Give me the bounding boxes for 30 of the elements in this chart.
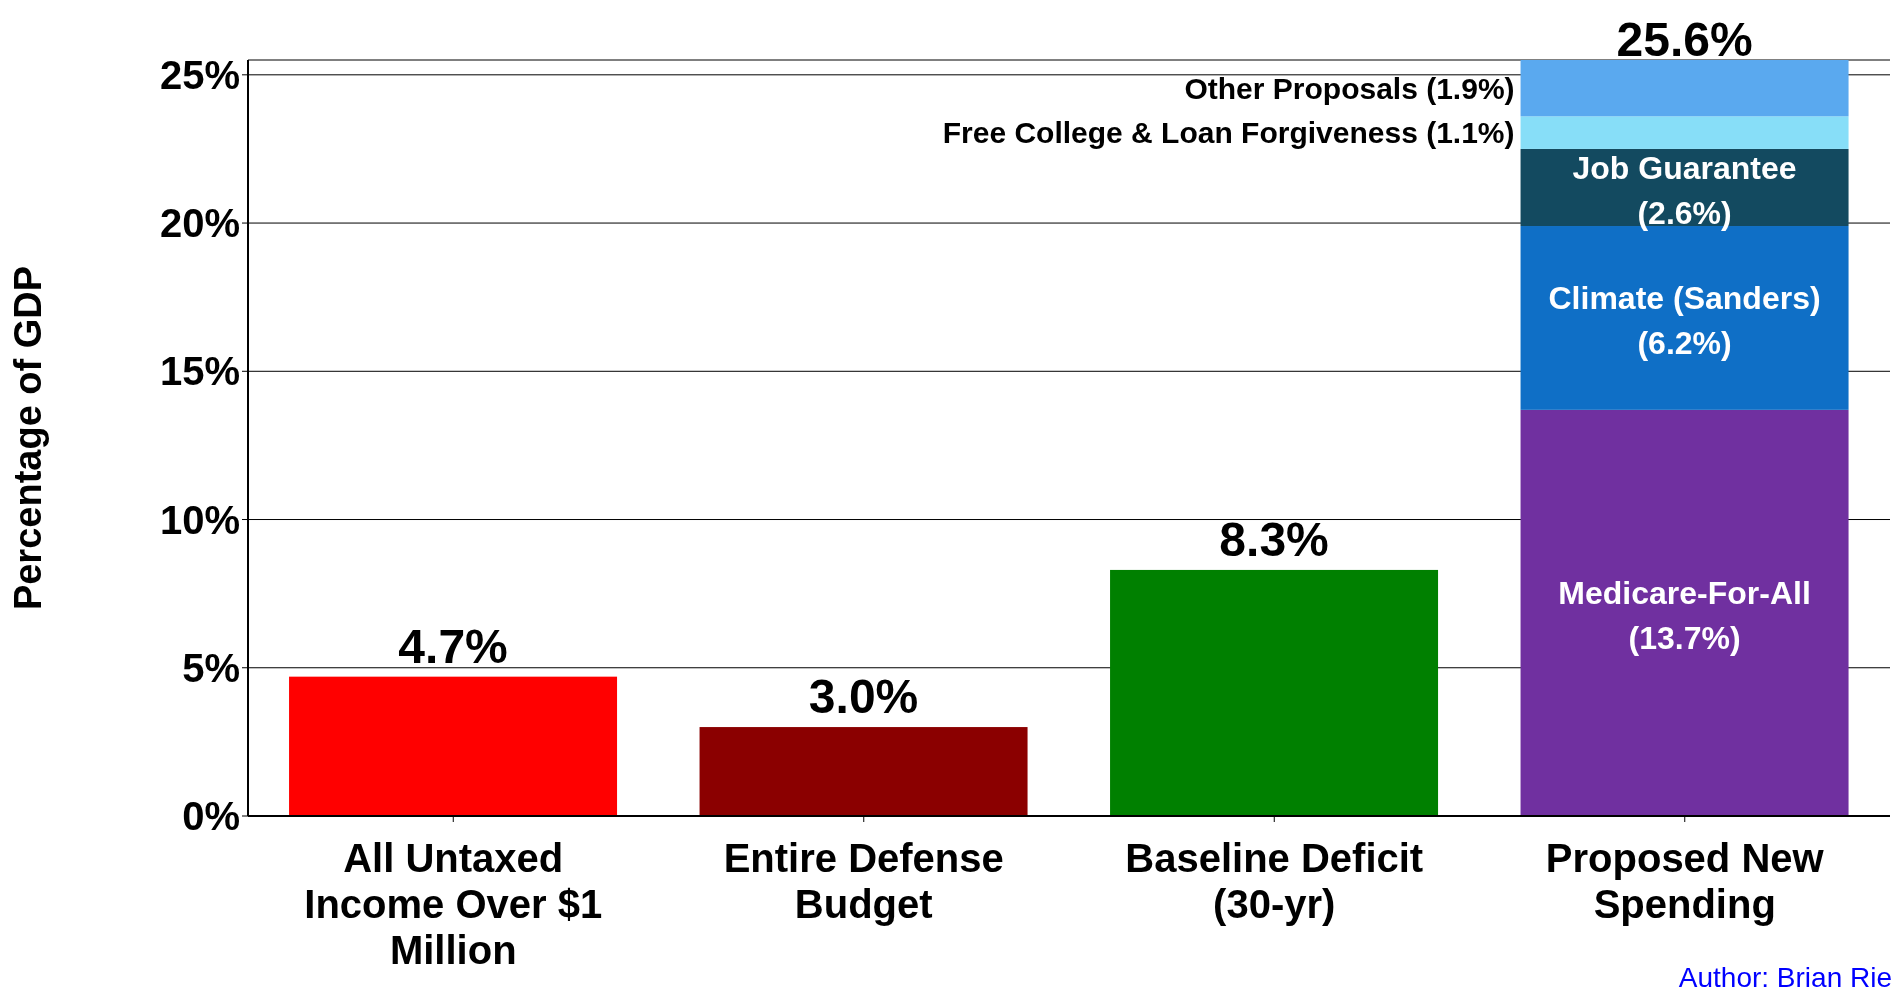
series-label: Job Guarantee (1572, 149, 1797, 186)
y-tick-label: 20% (159, 201, 240, 246)
x-tick-label: Baseline Deficit (30-yr) (1125, 836, 1424, 926)
x-tick-label: Proposed New Spending (1545, 836, 1825, 926)
series-label: Medicare-For-All (1558, 575, 1811, 612)
y-tick-label: 5% (182, 645, 240, 690)
bar (1520, 116, 1849, 149)
data-label: (13.7%) (1628, 620, 1741, 657)
x-tick-label: Entire Defense Budget (723, 836, 1004, 926)
data-label: (6.2%) (1637, 325, 1732, 362)
data-label: 4.7% (398, 619, 508, 673)
data-label: 8.3% (1219, 512, 1329, 566)
bar (289, 676, 618, 816)
y-tick-label: 25% (159, 53, 240, 98)
data-label: 3.0% (808, 670, 919, 724)
total-label: 25.6% (1616, 13, 1753, 66)
y-axis-title: Percentage of GDP (7, 265, 50, 611)
bar (1110, 569, 1439, 816)
x-tick-label: All Untaxed Income Over $1 Million (304, 836, 603, 972)
bar (1520, 60, 1849, 117)
y-tick-label: 10% (159, 497, 240, 542)
series-label: Climate (Sanders) (1548, 280, 1821, 317)
bar (699, 727, 1028, 816)
data-label: (2.6%) (1637, 194, 1732, 231)
text: Free College & Loan Forgiveness (1.1%) (942, 116, 1515, 150)
text: Author: Brian Rie (1678, 962, 1892, 994)
bar (1520, 409, 1849, 816)
y-tick-label: 15% (159, 349, 240, 394)
text: Other Proposals (1.9%) (1184, 71, 1515, 105)
y-tick-label: 0% (182, 794, 240, 839)
